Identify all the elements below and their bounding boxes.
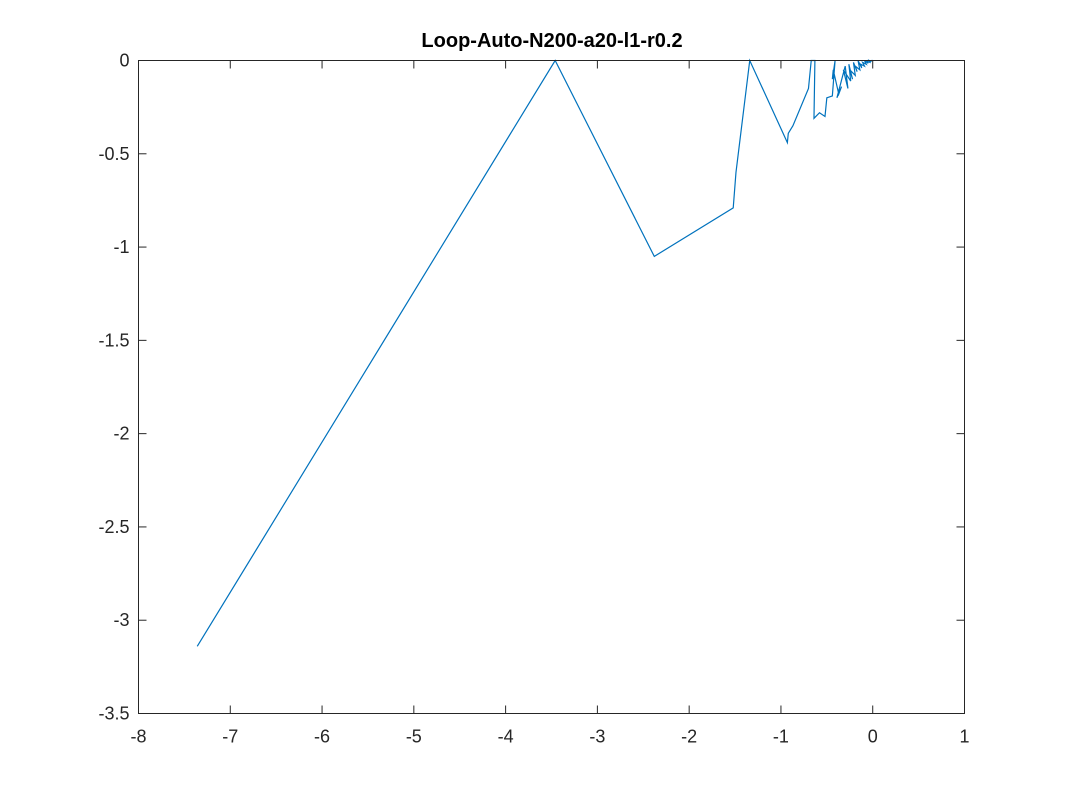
x-tick-label: -4: [498, 727, 514, 747]
x-tick-label: -8: [130, 727, 146, 747]
series-line-trajectory: [196, 58, 873, 647]
y-tick-label: -1: [113, 237, 129, 257]
x-tick-label: -1: [773, 727, 789, 747]
series-layer: [196, 58, 873, 647]
chart-title: Loop-Auto-N200-a20-l1-r0.2: [421, 30, 682, 52]
y-tick-label: -2.5: [98, 517, 129, 537]
y-tick-label: -2: [113, 424, 129, 444]
x-tick-label: -7: [222, 727, 238, 747]
y-axis: 0 -0.5 -1 -1.5 -2 -2.5 -3 -3.5: [98, 51, 965, 724]
x-axis: -8 -7 -6 -5 -4 -3 -2 -1 0 1: [130, 60, 970, 747]
x-tick-label: -2: [681, 727, 697, 747]
axes-box: [138, 60, 965, 714]
y-tick-label: -1.5: [98, 330, 129, 350]
y-tick-label: -0.5: [98, 144, 129, 164]
x-tick-label: 1: [959, 727, 969, 747]
x-tick-label: -3: [589, 727, 605, 747]
x-tick-label: 0: [868, 727, 878, 747]
y-tick-label: 0: [119, 51, 129, 71]
x-tick-label: -5: [406, 727, 422, 747]
x-tick-label: -6: [314, 727, 330, 747]
y-tick-label: -3.5: [98, 704, 129, 724]
y-tick-label: -3: [113, 610, 129, 630]
